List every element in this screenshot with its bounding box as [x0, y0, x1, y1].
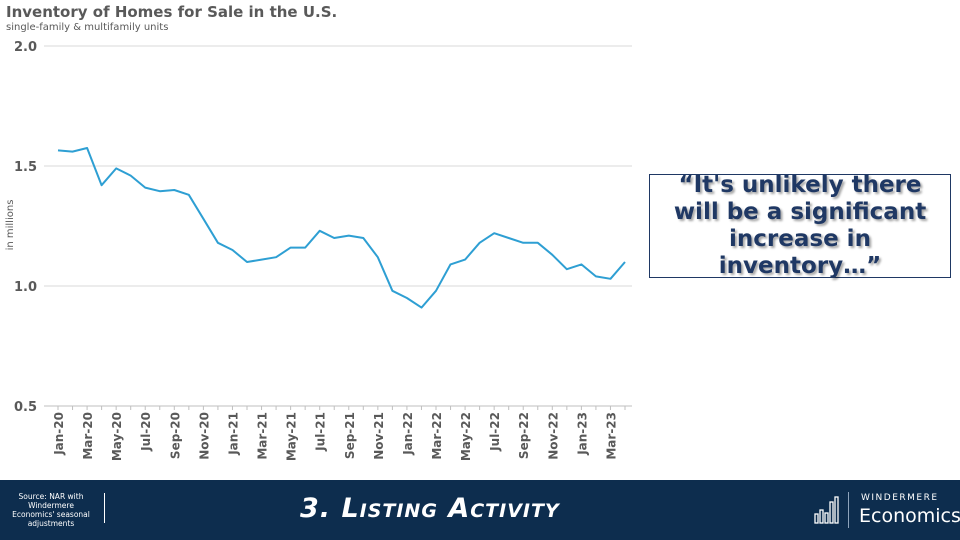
x-tick-label: Jan-20 [52, 412, 66, 456]
x-tick-label: Jan-22 [401, 412, 415, 456]
x-tick-label: Sep-20 [168, 412, 182, 459]
logo-name: Economics [859, 505, 960, 527]
y-tick-label: 1.0 [14, 280, 37, 295]
logo-divider [848, 492, 849, 528]
x-tick-label: Mar-21 [256, 412, 270, 460]
x-tick-label: Jul-21 [314, 412, 328, 452]
x-tick-label: Sep-22 [517, 412, 531, 459]
inventory-line-chart: 0.5 1.0 1.5 2.0 Jan-20 Mar-20 May-20 Jul-20 Sep… [5, 40, 632, 461]
x-tick-label: Jul-20 [139, 412, 153, 452]
footer-bar: Source: NAR with Windermere Economics' s… [0, 480, 960, 540]
x-tick-label: Mar-22 [430, 412, 444, 460]
y-tick-label: 0.5 [14, 400, 37, 415]
logo-brand: WINDERMERE [861, 493, 939, 503]
y-axis-label: in millions [5, 200, 16, 251]
quote-text: “It's unlikely there will be a significa… [673, 172, 927, 279]
chart-subtitle: single-family & multifamily units [6, 22, 169, 33]
x-tick-label: Sep-21 [343, 412, 357, 459]
x-tick-label: Mar-23 [604, 412, 618, 460]
inventory-series-line [57, 147, 626, 309]
chart-title: Inventory of Homes for Sale in the U.S. [6, 3, 338, 21]
source-divider [104, 493, 105, 523]
x-tick-label: Jul-22 [488, 412, 502, 452]
x-tick-label: May-21 [285, 412, 299, 461]
bar-chart-logo-icon [814, 496, 839, 524]
y-tick-label: 2.0 [14, 40, 37, 55]
section-title: 3. Listing Activity [300, 493, 560, 524]
x-tick-label: Nov-21 [372, 412, 386, 460]
x-tick-label: Nov-22 [546, 412, 560, 460]
x-tick-label: Jan-21 [226, 412, 240, 456]
x-tick-label: Jan-23 [575, 412, 589, 456]
x-tick-label: May-20 [110, 412, 124, 461]
quote-box: “It's unlikely there will be a significa… [649, 172, 951, 279]
x-tick-label: May-22 [459, 412, 473, 461]
source-note: Source: NAR with Windermere Economics' s… [12, 492, 90, 528]
x-tick-label: Mar-20 [81, 412, 95, 460]
x-tick-label: Nov-20 [197, 412, 211, 460]
y-tick-label: 1.5 [14, 160, 37, 175]
